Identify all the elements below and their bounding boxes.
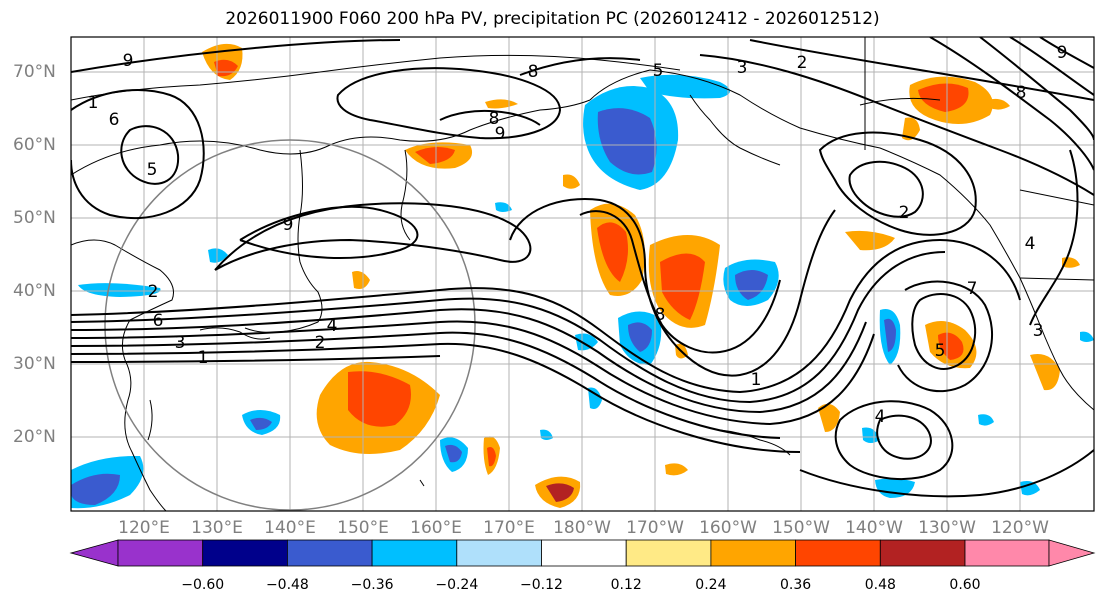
lon-tick-label: 160°W (699, 518, 757, 538)
contour-label: 6 (109, 110, 120, 130)
colorbar-segment (964, 539, 1050, 567)
contour-label: 2 (315, 333, 326, 353)
contour-label: 5 (653, 61, 664, 81)
lon-tick-label: 150°E (337, 518, 389, 538)
colorbar-segment (456, 539, 542, 567)
lon-tick-label: 130°W (918, 518, 976, 538)
contour-label: 4 (327, 316, 338, 336)
colorbar-segment (202, 539, 288, 567)
colorbar-tick-label: 0.36 (780, 577, 812, 593)
colorbar-tick-label: −0.24 (435, 577, 479, 593)
contour-label: 1 (88, 93, 99, 113)
lon-tick-label: 170°E (483, 518, 535, 538)
contour-label: 2 (899, 203, 910, 223)
lon-tick-label: 160°E (410, 518, 462, 538)
contour-label: 1 (751, 370, 762, 390)
colorbar-tick-label: −0.60 (181, 577, 225, 593)
contour-label: 8 (489, 109, 500, 129)
contour-label: 6 (153, 311, 164, 331)
map-title: 2026011900 F060 200 hPa PV, precipitatio… (225, 9, 880, 29)
contour-label: 4 (1025, 234, 1036, 254)
colorbar-tick-label: 0.24 (695, 577, 727, 593)
contour-label: 4 (875, 407, 886, 427)
contour-label: 9 (123, 51, 134, 71)
lon-tick-label: 120°W (991, 518, 1049, 538)
colorbar-extend-max (1048, 539, 1096, 567)
precip-anomaly-fills (71, 43, 1094, 509)
map-frame (70, 36, 1095, 512)
colorbar-tick-label: −0.36 (350, 577, 394, 593)
colorbar-tick-label: 0.12 (610, 577, 642, 593)
colorbar-tick-label: 0.48 (864, 577, 896, 593)
lon-tick-label: 120°E (118, 518, 170, 538)
contour-label: 5 (935, 341, 946, 361)
colorbar-segment (625, 539, 712, 567)
contour-label: 8 (528, 62, 539, 82)
lon-tick-label: 130°E (191, 518, 243, 538)
radius-circle (104, 139, 476, 511)
contour-label-group: 9 1 6 5 8 8 9 5 3 2 8 9 9 2 2 6 3 1 2 4 … (88, 43, 1068, 427)
lat-tick-label: 50°N (13, 208, 56, 228)
contour-label: 7 (967, 279, 978, 299)
contour-label: 2 (797, 53, 808, 73)
colorbar-tick-label: −0.12 (520, 577, 563, 593)
contour-label: 8 (655, 305, 666, 325)
contour-label: 3 (737, 58, 748, 78)
colorbar-segment (117, 539, 204, 567)
contour-label: 5 (147, 160, 158, 180)
contour-label: 3 (1033, 321, 1044, 341)
colorbar (69, 539, 1096, 567)
lat-tick-label: 60°N (13, 135, 56, 155)
colorbar-segment (371, 539, 458, 567)
colorbar-segment (795, 539, 881, 567)
lon-tick-label: 140°W (845, 518, 903, 538)
lon-tick-label: 150°W (772, 518, 830, 538)
colorbar-segment (286, 539, 373, 567)
colorbar-extend-min (69, 539, 119, 567)
lat-tick-label: 20°N (13, 427, 56, 447)
lon-tick-label: 180°W (553, 518, 611, 538)
contour-label: 8 (1016, 83, 1027, 103)
contour-label: 9 (495, 124, 506, 144)
contour-label: 3 (175, 333, 186, 353)
colorbar-tick-label: 0.60 (949, 577, 981, 593)
lat-tick-label: 40°N (13, 281, 56, 301)
contour-label: 1 (198, 348, 209, 368)
colorbar-tick-label: −0.48 (265, 577, 309, 593)
lon-tick-label: 140°E (264, 518, 316, 538)
lat-tick-label: 30°N (13, 354, 56, 374)
contour-label: 9 (283, 215, 294, 235)
pv-contours (71, 37, 1094, 498)
contour-label: 9 (1057, 43, 1068, 63)
contour-label: 2 (148, 282, 159, 302)
colorbar-segment (710, 539, 797, 567)
lon-tick-label: 170°W (626, 518, 684, 538)
colorbar-segment (541, 539, 627, 567)
lat-tick-label: 70°N (13, 62, 56, 82)
colorbar-segment (879, 539, 966, 567)
